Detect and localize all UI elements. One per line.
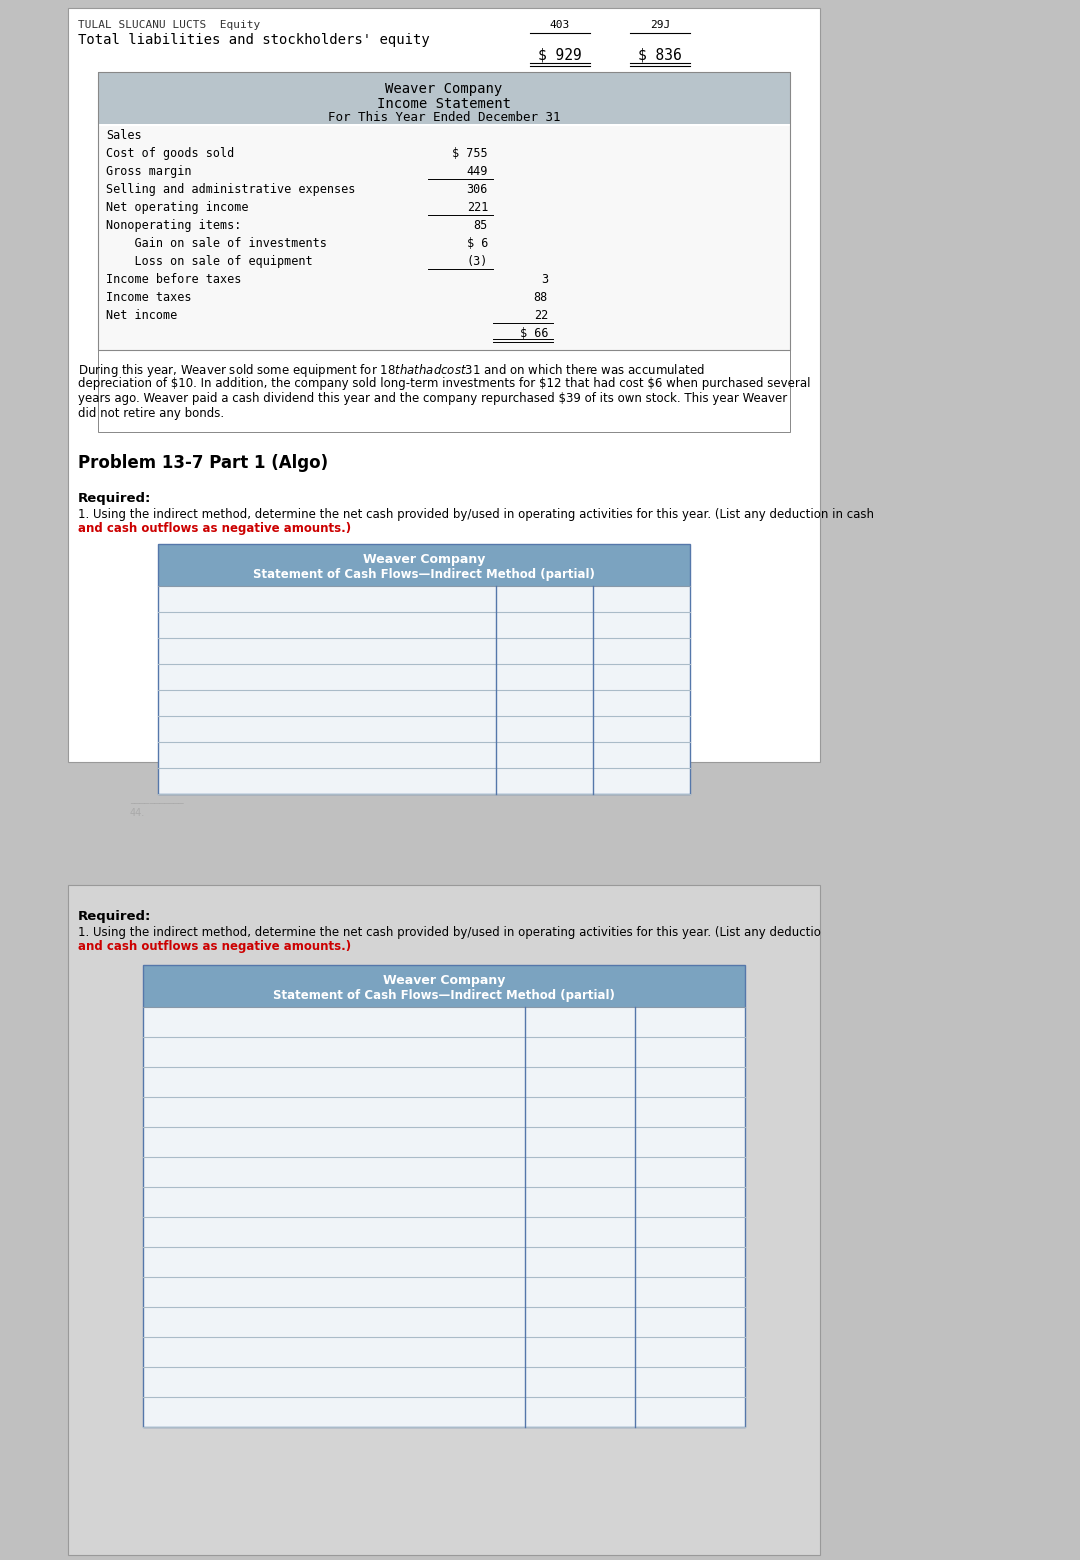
Text: Gross margin: Gross margin [106,165,191,178]
Text: $ 6: $ 6 [467,237,488,250]
Bar [68,8,820,761]
Text: $ 755: $ 755 [453,147,488,161]
Text: Loss on sale of equipment: Loss on sale of equipment [106,254,312,268]
Text: 29J: 29J [650,20,670,30]
Text: $ 66: $ 66 [519,328,548,340]
Text: $ 836: $ 836 [638,48,681,62]
Bar [143,966,745,1008]
Text: Sales: Sales [106,129,141,142]
Bar [158,587,690,794]
Text: Net operating income: Net operating income [106,201,248,214]
Text: Weaver Company: Weaver Company [382,973,505,987]
Bar [143,966,745,1427]
Text: Income before taxes: Income before taxes [106,273,241,285]
Text: Income taxes: Income taxes [106,292,191,304]
Text: Required:: Required: [78,491,151,505]
Bar [143,1008,745,1427]
Text: 1. Using the indirect method, determine the net cash provided by/used in operati: 1. Using the indirect method, determine … [78,927,821,939]
Text: 22: 22 [534,309,548,321]
Bar [158,544,690,794]
Bar [98,72,789,432]
Bar [158,544,690,587]
Text: 403: 403 [550,20,570,30]
Text: and cash outflows as negative amounts.): and cash outflows as negative amounts.) [78,523,351,535]
Text: 88: 88 [534,292,548,304]
Text: did not retire any bonds.: did not retire any bonds. [78,407,225,420]
Text: Required:: Required: [78,909,151,924]
Text: and cash outflows as negative amounts.): and cash outflows as negative amounts.) [78,941,351,953]
Text: Income Statement: Income Statement [377,97,511,111]
Text: depreciation of $10. In addition, the company sold long-term investments for $12: depreciation of $10. In addition, the co… [78,378,810,390]
Text: 449: 449 [467,165,488,178]
Text: $ 929: $ 929 [538,48,582,62]
Text: Problem 13-7 Part 1 (Algo): Problem 13-7 Part 1 (Algo) [78,454,328,473]
Text: Weaver Company: Weaver Company [363,552,485,566]
Text: 306: 306 [467,183,488,197]
Text: Selling and administrative expenses: Selling and administrative expenses [106,183,355,197]
Text: Net income: Net income [106,309,177,321]
Text: (3): (3) [467,254,488,268]
Text: ___________: ___________ [130,794,184,803]
Bar [98,72,789,349]
Text: years ago. Weaver paid a cash dividend this year and the company repurchased $39: years ago. Weaver paid a cash dividend t… [78,392,787,406]
Text: 221: 221 [467,201,488,214]
Text: Cost of goods sold: Cost of goods sold [106,147,234,161]
Text: During this year, Weaver sold some equipment for $18 that had cost $31 and on wh: During this year, Weaver sold some equip… [78,362,704,379]
Text: Total liabilities and stockholders' equity: Total liabilities and stockholders' equi… [78,33,430,47]
Text: Nonoperating items:: Nonoperating items: [106,218,241,232]
Text: Statement of Cash Flows—Indirect Method (partial): Statement of Cash Flows—Indirect Method … [253,568,595,580]
Text: 85: 85 [474,218,488,232]
Text: For This Year Ended December 31: For This Year Ended December 31 [327,111,561,123]
Bar [98,72,789,123]
Text: Weaver Company: Weaver Company [386,83,502,97]
Text: TULAL SLUCANU LUCTS  Equity: TULAL SLUCANU LUCTS Equity [78,20,260,30]
Text: Gain on sale of investments: Gain on sale of investments [106,237,327,250]
Text: 3: 3 [541,273,548,285]
Bar [98,126,789,349]
Text: 44.: 44. [130,808,145,817]
Bar [68,885,820,1555]
Text: 1. Using the indirect method, determine the net cash provided by/used in operati: 1. Using the indirect method, determine … [78,509,874,521]
Text: Statement of Cash Flows—Indirect Method (partial): Statement of Cash Flows—Indirect Method … [273,989,615,1002]
